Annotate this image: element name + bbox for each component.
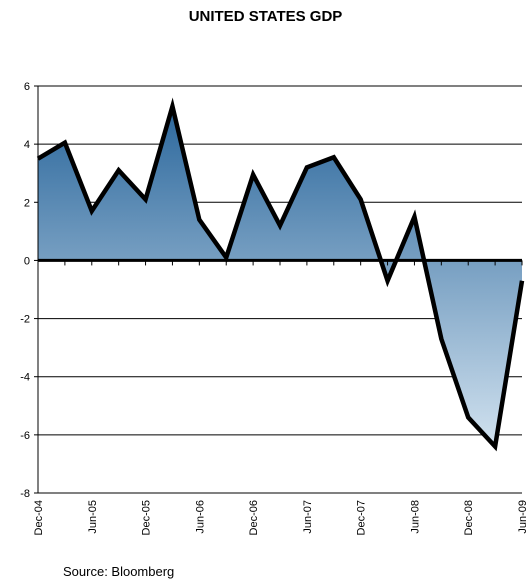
y-tick-label: 0 — [24, 255, 30, 267]
y-tick-label: -4 — [20, 372, 30, 384]
x-tick-label: Jun-08 — [409, 500, 421, 534]
x-tick-label: Dec-04 — [33, 500, 45, 535]
y-tick-label: 6 — [24, 81, 30, 93]
x-tick-label: Jun-07 — [302, 500, 314, 534]
gdp-area — [38, 106, 522, 447]
y-tick-label: 4 — [24, 139, 30, 151]
gdp-series-line — [36, 97, 525, 452]
source-note: Source: Bloomberg — [63, 564, 175, 579]
x-tick-label: Jun-09 — [517, 500, 529, 534]
x-tick-label: Jun-05 — [87, 500, 99, 534]
x-tick-label: Dec-07 — [356, 500, 368, 535]
x-tick-label: Dec-08 — [463, 500, 475, 535]
chart-title: UNITED STATES GDP — [188, 8, 343, 25]
x-tick-label: Jun-06 — [194, 500, 206, 534]
x-tick-label: Dec-05 — [141, 500, 153, 535]
y-tick-label: -8 — [20, 488, 30, 500]
x-tick-label: Dec-06 — [248, 500, 260, 535]
y-tick-label: -6 — [20, 430, 30, 442]
y-tick-label: 2 — [24, 197, 30, 209]
y-tick-label: -2 — [20, 314, 30, 326]
